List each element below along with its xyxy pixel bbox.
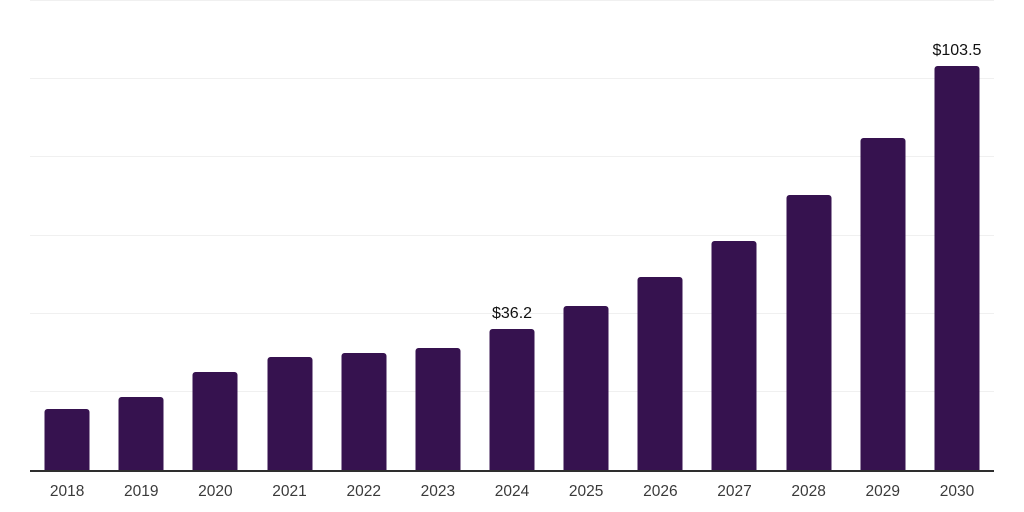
bar-slot-2024: $36.2 (475, 1, 549, 470)
x-tick-label-2021: 2021 (272, 483, 307, 500)
bar-2023 (415, 348, 461, 470)
bar-2026 (637, 276, 683, 470)
bar-2027 (711, 240, 757, 470)
x-tick-label-2024: 2024 (494, 483, 530, 500)
bar-slot-2021 (252, 1, 326, 470)
bar-slot-2018 (30, 1, 104, 470)
bar-2028 (786, 194, 832, 470)
bar-2018 (44, 409, 90, 470)
x-tick-label-2029: 2029 (865, 483, 901, 500)
x-tick-label-2022: 2022 (346, 483, 381, 500)
gridline (30, 0, 994, 1)
x-tick-label-2018: 2018 (49, 483, 85, 500)
bar-slot-2025 (549, 1, 623, 470)
bar-slot-2020 (178, 1, 252, 470)
bar-slot-2022 (327, 1, 401, 470)
bar-2025 (563, 305, 609, 470)
bar-2021 (267, 357, 313, 470)
gridline (30, 312, 994, 314)
bar-slot-2029 (846, 1, 920, 470)
x-tick-label-2023: 2023 (420, 483, 456, 500)
bar-slot-2023 (401, 1, 475, 470)
bar-2019 (118, 397, 164, 470)
x-tick-label-2020: 2020 (198, 483, 233, 500)
bar-2022 (341, 352, 387, 470)
bar-series: $36.2 $103.5 (30, 1, 994, 470)
x-tick-label-2026: 2026 (643, 483, 678, 500)
bar-2024 (489, 328, 535, 470)
gridline (30, 234, 994, 236)
bar-slot-2028 (772, 1, 846, 470)
gridline (30, 156, 994, 158)
x-tick-label-2019: 2019 (123, 483, 159, 500)
x-tick-label-2030: 2030 (939, 483, 975, 500)
bar-2030 (934, 65, 980, 470)
gridline (30, 78, 994, 80)
bar-2029 (860, 137, 906, 470)
data-label-2024: $36.2 (491, 304, 533, 322)
x-tick-label-2027: 2027 (717, 483, 752, 500)
bar-slot-2019 (104, 1, 178, 470)
bar-slot-2030: $103.5 (920, 1, 994, 470)
x-tick-label-2028: 2028 (791, 483, 826, 500)
x-tick-label-2025: 2025 (568, 483, 604, 500)
bar-2020 (192, 372, 238, 470)
data-label-2030: $103.5 (932, 41, 982, 59)
bar-slot-2026 (623, 1, 697, 470)
plot-area: $36.2 $103.5 (30, 0, 994, 472)
bar-slot-2027 (697, 1, 771, 470)
x-axis: 2018 2019 2020 2021 2022 2023 2024 2025 2026 2027… (30, 483, 994, 501)
